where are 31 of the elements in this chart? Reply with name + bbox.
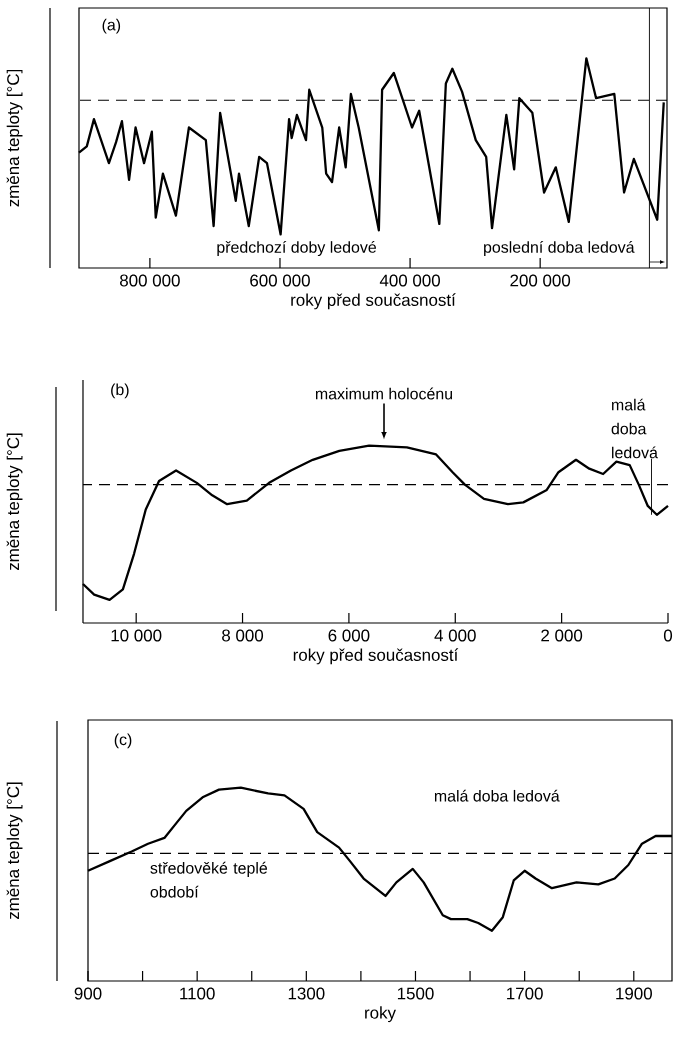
annotation: předchozí doby ledové [217,240,376,257]
x-tick-label: 400 000 [379,274,440,287]
x-tick-label: 6 000 [328,629,370,642]
x-tick-label: 10 000 [111,629,162,642]
x-tick-label: 2 000 [541,629,583,642]
x-tick-label: 4 000 [434,629,476,642]
annotation: malá doba ledová [434,789,560,802]
x-tick-label: 8 000 [222,629,264,642]
x-tick-label: 1900 [616,987,652,1000]
x-axis-title: roky před současností [291,293,456,310]
y-axis-title: změna teploty [°C] [6,433,23,571]
x-tick-label: 1500 [397,987,434,1000]
text: (a) [102,18,121,34]
x-tick-label: 1300 [288,987,325,1000]
text: (b) [111,383,129,399]
y-axis-title: změna teploty [°C] [6,782,23,920]
annotation: maximum holocénu [315,387,453,400]
x-tick-label: 600 000 [250,274,310,287]
text: (c) [114,733,132,749]
annotation: malá doba ledová [611,398,658,459]
x-tick-label: 200 000 [510,274,571,287]
x-axis-title: roky před současností [293,648,459,665]
x-tick-label: 0 [663,629,673,642]
annotation: středověké teplé období [150,861,268,898]
annotation: poslední doba ledová [484,240,635,257]
x-tick-label: 1100 [180,987,215,1000]
x-axis-title: roky [365,1006,396,1023]
x-tick-label: 800 000 [120,274,180,287]
y-axis-title: změna teploty [°C] [6,69,23,207]
x-tick-label: 900 [74,987,102,1000]
x-tick-label: 1700 [507,987,543,1000]
